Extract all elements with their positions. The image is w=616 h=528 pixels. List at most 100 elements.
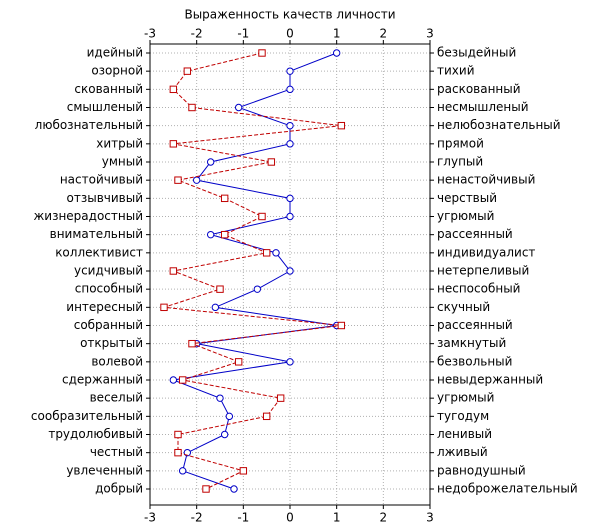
point [286, 212, 294, 221]
point [206, 158, 215, 166]
chart-title: Выраженность качеств личности [184, 8, 395, 22]
left-label: идейный [87, 46, 143, 60]
x-tick-label: 3 [426, 511, 434, 525]
right-label: прямой [437, 136, 484, 150]
point [234, 358, 243, 366]
right-label: скучный [437, 300, 490, 314]
right-label: ленивый [437, 427, 492, 441]
point [253, 285, 262, 293]
left-label: смышленый [67, 100, 143, 114]
x-tick-label: 0 [286, 27, 294, 41]
left-label: хитрый [96, 136, 143, 150]
x-tick-label: -3 [144, 511, 156, 525]
x-tick-label: 2 [380, 511, 388, 525]
point [174, 430, 182, 439]
x-tick-label: -1 [237, 27, 249, 41]
point [192, 176, 201, 184]
point [262, 412, 271, 421]
right-label: безыдейный [437, 46, 516, 60]
point [337, 121, 346, 130]
x-tick-label: 1 [333, 27, 341, 41]
point [220, 194, 229, 203]
point [160, 303, 168, 312]
right-label: неспособный [437, 282, 520, 296]
x-tick-label: 0 [286, 511, 294, 525]
point [174, 176, 182, 184]
left-label: настойчивый [60, 173, 143, 187]
right-label: раскованный [437, 82, 521, 96]
right-label: безвольный [437, 354, 512, 368]
point [216, 285, 224, 293]
right-label: нелюбознательный [437, 118, 561, 132]
point [220, 430, 229, 439]
point [202, 485, 210, 493]
point [286, 194, 294, 203]
point [169, 140, 178, 148]
point [188, 103, 196, 112]
left-label: добрый [95, 482, 143, 496]
right-label: недоброжелательный [437, 482, 578, 496]
right-label: ненастойчивый [437, 173, 535, 187]
point [183, 67, 192, 75]
left-label: коллективист [55, 245, 143, 259]
left-label: собранный [74, 318, 143, 332]
x-tick-label: -2 [191, 511, 203, 525]
point [337, 321, 346, 330]
right-label: черствый [437, 191, 497, 205]
left-label: умный [102, 155, 143, 169]
point [188, 339, 196, 348]
right-label: замкнутый [437, 336, 506, 350]
point [286, 85, 294, 94]
point [286, 121, 294, 130]
left-label: любознательный [35, 118, 143, 132]
point [262, 249, 271, 257]
right-label: тугодум [437, 409, 489, 423]
point [178, 467, 187, 475]
right-label: несмышленый [437, 100, 529, 114]
point [174, 448, 182, 457]
point [286, 267, 294, 275]
point [230, 485, 238, 493]
left-label: способный [75, 282, 143, 296]
point [234, 103, 243, 112]
left-label: веселый [90, 391, 143, 405]
x-tick-label: 1 [333, 511, 341, 525]
left-label: жизнерадостный [33, 209, 143, 223]
x-tick-label: -2 [191, 27, 203, 41]
x-tick-label: 3 [426, 27, 434, 41]
right-label: лживый [437, 445, 488, 459]
right-label: глупый [437, 155, 483, 169]
right-label: рассеянный [437, 227, 513, 241]
point [220, 230, 229, 239]
left-label: увлеченный [66, 463, 143, 477]
point [276, 394, 285, 402]
x-tick-label: -1 [237, 511, 249, 525]
left-label: честный [90, 445, 143, 459]
right-label: невыдержанный [437, 373, 543, 387]
right-label: нетерпеливый [437, 264, 529, 278]
point [206, 230, 215, 239]
plot-frame [149, 43, 431, 506]
point [258, 49, 266, 57]
point [267, 158, 276, 166]
point [169, 376, 178, 384]
point [178, 376, 187, 384]
right-label: индивидуалист [437, 245, 535, 259]
x-tick-label: 2 [380, 27, 388, 41]
right-label: равнодушный [437, 463, 526, 477]
left-label: отзывчивый [67, 191, 144, 205]
left-label: сообразительный [31, 409, 143, 423]
right-label: рассеянный [437, 318, 513, 332]
point [225, 412, 234, 421]
left-label: волевой [91, 354, 143, 368]
left-label: сдержанный [62, 373, 143, 387]
point [169, 267, 178, 275]
left-label: трудолюбивый [48, 427, 143, 441]
point [286, 358, 294, 366]
left-label: усидчивый [74, 264, 143, 278]
right-label: тихий [437, 64, 475, 78]
point [272, 249, 280, 257]
point [258, 212, 266, 221]
left-label: озорной [91, 64, 143, 78]
